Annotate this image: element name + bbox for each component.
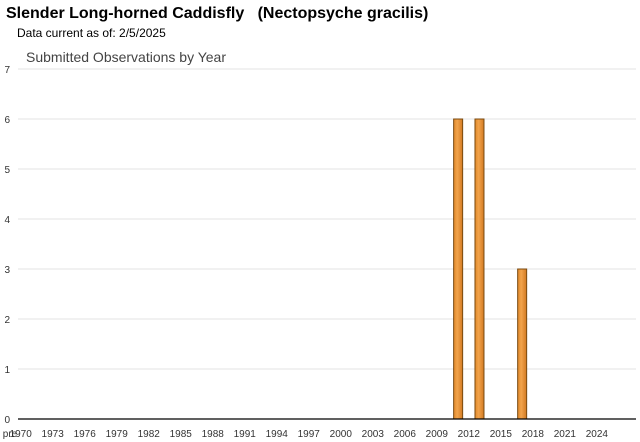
- y-tick-label: 6: [4, 115, 10, 126]
- x-tick-label: 1997: [298, 429, 321, 440]
- x-tick-label: 2015: [490, 429, 513, 440]
- x-tick-label: 1994: [266, 429, 289, 440]
- scientific-name: (Nectopsyche gracilis): [257, 5, 429, 22]
- y-tick-label: 3: [4, 265, 10, 276]
- x-tick-label: 2018: [522, 429, 545, 440]
- x-tick-label: 2009: [426, 429, 449, 440]
- chart-title: Submitted Observations by Year: [26, 49, 227, 65]
- x-tick-label: 2006: [394, 429, 417, 440]
- species-title: Slender Long-horned Caddisfly (Nectopsyc…: [6, 5, 428, 23]
- y-tick-label: 7: [4, 65, 10, 76]
- x-tick-label: 1988: [202, 429, 225, 440]
- y-tick-label: 0: [4, 415, 10, 426]
- x-tick-label: 1973: [42, 429, 65, 440]
- y-tick-label: 2: [4, 315, 10, 326]
- x-tick-label: 2024: [586, 429, 609, 440]
- bar-2011: [453, 118, 464, 420]
- x-tick-label: 1982: [138, 429, 161, 440]
- x-tick-label: 1970: [10, 429, 33, 440]
- data-current-note: Data current as of: 2/5/2025: [17, 26, 166, 40]
- x-tick-label: 1991: [234, 429, 257, 440]
- y-tick-label: 1: [4, 365, 10, 376]
- x-tick-label: 2000: [330, 429, 353, 440]
- common-name: Slender Long-horned Caddisfly: [6, 5, 245, 22]
- x-tick-label: 2012: [458, 429, 481, 440]
- bar-2017: [517, 268, 528, 420]
- y-tick-label: 4: [4, 215, 10, 226]
- x-tick-label: 2021: [554, 429, 577, 440]
- x-tick-label: 1979: [106, 429, 129, 440]
- bar-2013: [474, 118, 485, 420]
- x-tick-label: pre: [3, 429, 18, 440]
- x-tick-label: 2003: [362, 429, 385, 440]
- x-tick-label: 1976: [74, 429, 97, 440]
- x-tick-label: 1985: [170, 429, 193, 440]
- y-tick-label: 5: [4, 165, 10, 176]
